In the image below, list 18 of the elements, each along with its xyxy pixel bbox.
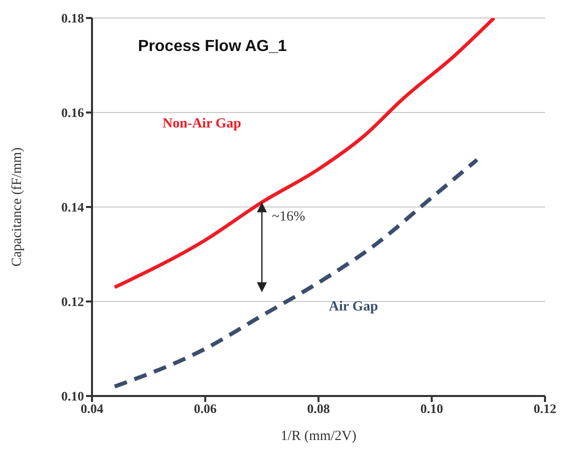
annotation: ~16%: [272, 209, 306, 224]
y-tick-label: 0.16: [61, 105, 84, 120]
line-series: [112, 158, 480, 389]
x-tick-label: 0.10: [420, 401, 444, 416]
y-tick-label: 0.10: [61, 388, 84, 404]
x-tick-label: 0.06: [194, 401, 218, 416]
y-tick-label: 0.12: [61, 294, 84, 310]
x-axis-title: 1/R (mm/2V): [280, 429, 357, 444]
text: Process Flow AG_1: [138, 38, 287, 56]
x-tick-label: 0.12: [534, 401, 556, 416]
text: Non-Air Gap: [162, 116, 242, 132]
series-label: Air Gap: [328, 300, 378, 315]
y-axis-title: Capacitance (fF/mm): [10, 146, 25, 267]
line-series: [112, 18, 496, 290]
y-tick-label: 0.14: [61, 200, 84, 215]
x-tick-label: 0.08: [307, 401, 330, 416]
y-tick-label: 0.18: [61, 10, 84, 26]
x-tick-label: 0.04: [80, 401, 104, 416]
